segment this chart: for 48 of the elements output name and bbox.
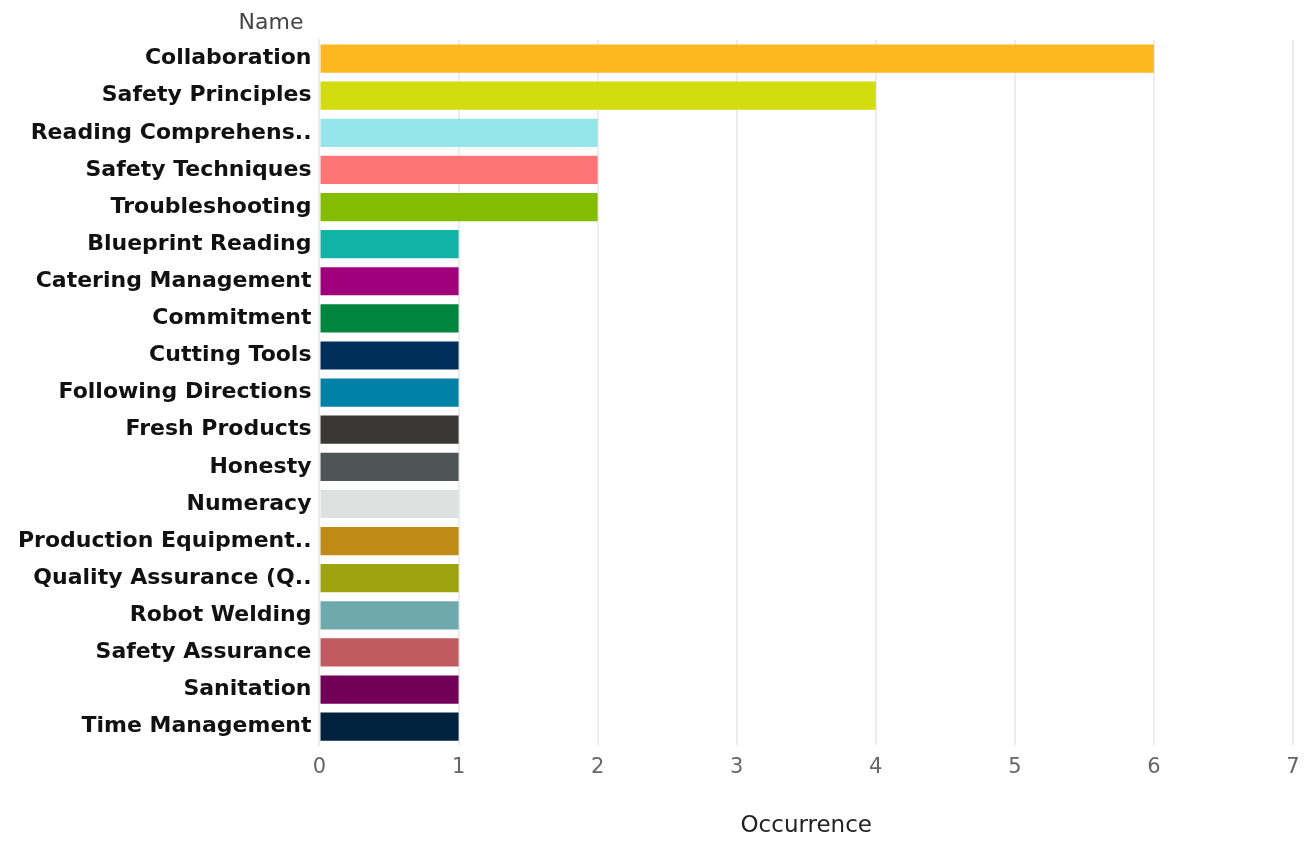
bar [320, 526, 459, 556]
bar [320, 155, 598, 185]
y-tick-label: Fresh Products [125, 415, 312, 441]
y-tick-label: Following Directions [58, 378, 312, 404]
x-tick-label: 6 [1147, 754, 1161, 779]
y-tick-label: Blueprint Reading [87, 229, 312, 255]
y-tick-label: Sanitation [183, 675, 312, 701]
y-tick-label: Robot Welding [129, 601, 312, 627]
bar [320, 675, 459, 704]
bar [320, 564, 459, 593]
y-tick-label: Safety Assurance [95, 638, 312, 664]
x-tick-label: 2 [590, 754, 605, 779]
x-tick-label: 3 [730, 754, 744, 779]
bar [320, 44, 1154, 73]
x-tick-label: 0 [312, 754, 327, 779]
x-tick-label: 5 [1008, 754, 1022, 779]
x-axis-title: Occurrence [740, 811, 872, 838]
y-tick-label: Commitment [152, 304, 312, 330]
y-tick-label: Safety Techniques [85, 155, 312, 181]
y-tick-label: Cutting Tools [149, 341, 312, 367]
x-tick-label: 7 [1286, 754, 1300, 779]
bar [320, 712, 459, 741]
bar [320, 415, 459, 444]
bar [320, 230, 459, 259]
x-tick-label: 1 [451, 754, 466, 779]
y-tick-label: Numeracy [186, 489, 312, 515]
y-tick-label: Honesty [209, 452, 312, 478]
bar [320, 452, 459, 481]
y-tick-label: Reading Comprehens.. [30, 118, 312, 144]
y-tick-label: Troubleshooting [110, 192, 312, 218]
bar [320, 118, 598, 147]
x-tick-label: 4 [869, 754, 883, 779]
bar [320, 192, 598, 222]
bar [320, 601, 459, 630]
bar [320, 267, 459, 296]
bar [320, 304, 459, 333]
bar [320, 638, 459, 667]
bar [320, 489, 459, 519]
y-axis-title: Name [238, 8, 304, 34]
y-tick-label: Collaboration [144, 44, 312, 70]
y-tick-label: Production Equipment.. [18, 526, 312, 552]
y-tick-label: Safety Principles [101, 81, 312, 107]
bar [320, 81, 876, 110]
y-tick-label: Time Management [81, 712, 312, 738]
y-tick-label: Catering Management [35, 266, 312, 292]
y-tick-label: Quality Assurance (Q.. [33, 563, 312, 589]
bar [320, 378, 459, 407]
bar [320, 341, 459, 370]
